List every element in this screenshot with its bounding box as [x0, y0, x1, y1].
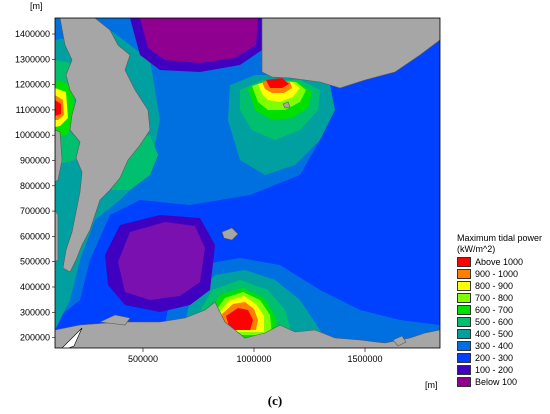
north-arrow-icon — [61, 327, 83, 348]
legend-subtitle: (kW/m^2) — [457, 244, 496, 254]
legend-swatch — [457, 340, 471, 351]
y-tick-label: 200000 — [20, 333, 50, 343]
y-axis: 1400000 1300000 1200000 1100000 1000000 90000… — [15, 29, 55, 343]
legend-item: Above 1000 — [457, 256, 549, 267]
x-tick-label: 1000000 — [236, 354, 271, 364]
legend-title: Maximum tidal power — [457, 233, 543, 243]
legend-swatch — [457, 376, 471, 387]
legend-item: 600 - 700 — [457, 304, 549, 315]
legend-item: 800 - 900 — [457, 280, 549, 291]
contour-below-100-central — [118, 222, 205, 300]
y-tick-label: 1300000 — [15, 54, 50, 64]
legend-label: 500 - 600 — [475, 316, 514, 327]
y-axis-unit: [m] — [30, 1, 43, 11]
y-tick-label: 700000 — [20, 206, 50, 216]
legend-item: 500 - 600 — [457, 316, 549, 327]
y-tick-label: 1100000 — [16, 105, 50, 115]
y-tick-label: 1000000 — [15, 130, 50, 140]
legend-swatch — [457, 268, 471, 279]
legend-items: Above 1000 900 - 1000 800 - 900 700 - 800 60… — [457, 256, 549, 387]
land-small-island-north — [282, 101, 291, 109]
legend-label: 200 - 300 — [475, 352, 514, 363]
x-axis: 500000 1000000 1500000 — [128, 348, 383, 364]
contour-above-1000-west — [55, 100, 61, 116]
legend-item: 300 - 400 — [457, 340, 549, 351]
legend-item: 100 - 200 — [457, 364, 549, 375]
y-tick-label: 1200000 — [15, 80, 50, 90]
land-west-islands — [59, 18, 151, 273]
land-southeast-islet — [392, 335, 407, 347]
legend-swatch — [457, 304, 471, 315]
y-tick-label: 1400000 — [15, 29, 50, 39]
legend-swatch — [457, 256, 471, 267]
x-axis-unit: [m] — [425, 380, 438, 390]
land-south — [55, 301, 440, 348]
legend-label: 100 - 200 — [475, 364, 514, 375]
y-tick-label: 800000 — [20, 181, 50, 191]
legend-item: 200 - 300 — [457, 352, 549, 363]
land-southwest-spit — [98, 314, 131, 326]
legend-label: 400 - 500 — [475, 328, 514, 339]
legend-item: 700 - 800 — [457, 292, 549, 303]
y-tick-label: 600000 — [20, 231, 50, 241]
y-tick-label: 300000 — [20, 307, 50, 317]
y-tick-label: 900000 — [20, 156, 50, 166]
legend-item: Below 100 — [457, 376, 549, 387]
plot-frame — [54, 17, 441, 349]
y-tick-label: 400000 — [20, 282, 50, 292]
y-tick-label: 500000 — [20, 257, 50, 267]
legend-swatch — [457, 364, 471, 375]
contour-above-1000-north — [266, 78, 289, 88]
contour-above-1000-south — [226, 308, 253, 330]
legend-label: Below 100 — [475, 376, 518, 387]
figure-caption: (c) — [267, 393, 283, 408]
legend-swatch — [457, 328, 471, 339]
contour-below-100-north — [140, 18, 258, 63]
legend-swatch — [457, 280, 471, 291]
legend-label: 600 - 700 — [475, 304, 514, 315]
legend-item: 900 - 1000 — [457, 268, 549, 279]
legend-swatch — [457, 316, 471, 327]
legend: Maximum tidal power (kW/m^2) Above 1000 9… — [457, 233, 549, 387]
legend-swatch — [457, 352, 471, 363]
legend-label: 900 - 1000 — [475, 268, 519, 279]
land-small-island-center — [221, 227, 239, 241]
map-area — [55, 18, 440, 348]
legend-label: 700 - 800 — [475, 292, 514, 303]
x-tick-label: 1500000 — [347, 354, 382, 364]
x-tick-label: 500000 — [128, 354, 158, 364]
legend-label: 300 - 400 — [475, 340, 514, 351]
legend-label: Above 1000 — [475, 256, 524, 267]
legend-item: 400 - 500 — [457, 328, 549, 339]
land-west-edge — [55, 129, 63, 263]
land-northeast — [261, 18, 440, 89]
legend-label: 800 - 900 — [475, 280, 514, 291]
legend-swatch — [457, 292, 471, 303]
contour-500-600-east-islands — [110, 135, 158, 190]
